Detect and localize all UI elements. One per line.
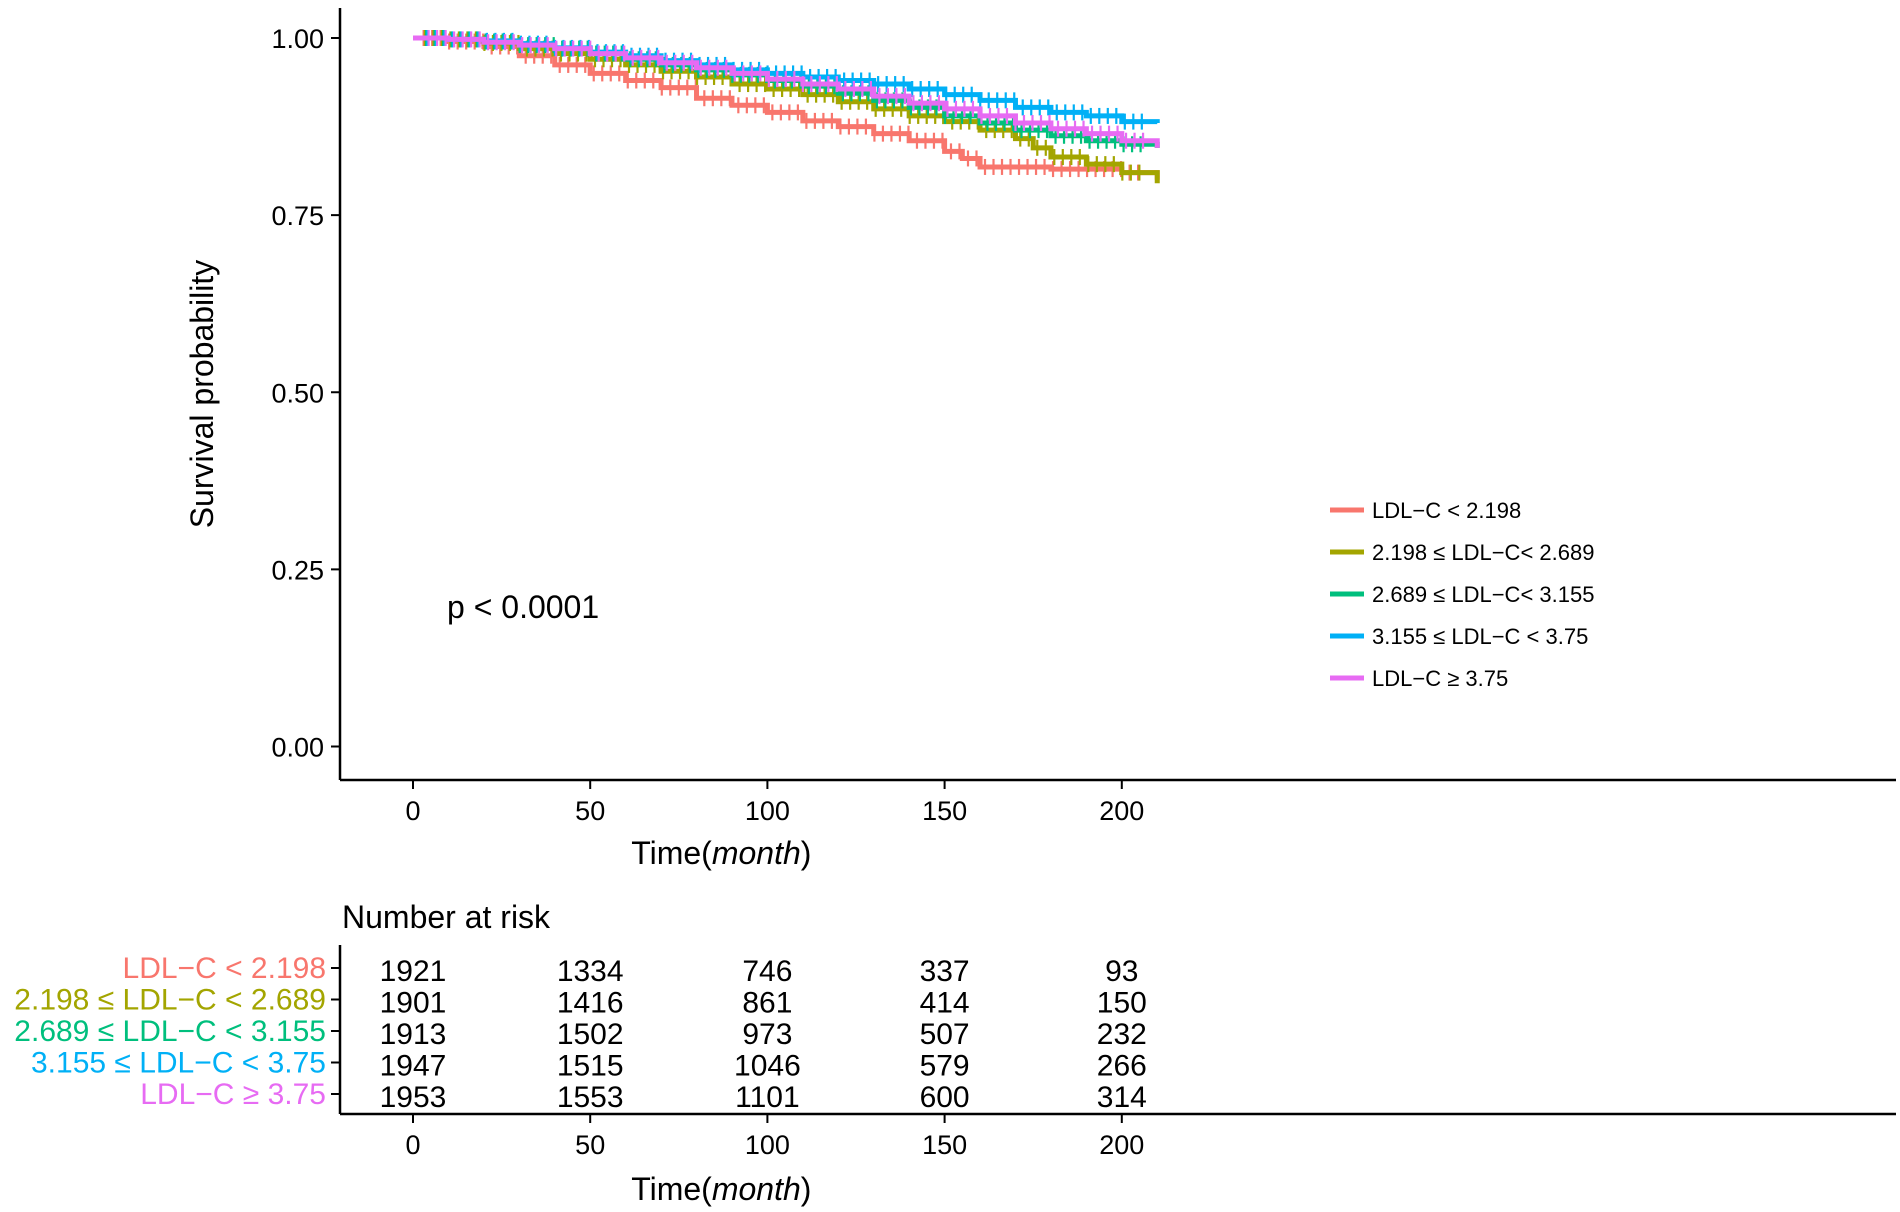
risk-count: 973 — [742, 1018, 792, 1051]
y-tick-label: 0.00 — [271, 733, 324, 763]
risk-x-tick-label: 0 — [405, 1130, 420, 1160]
legend-item-3-155-ldl-c-3-75: 3.155 ≤ LDL−C < 3.75 — [1330, 624, 1588, 649]
x-tick-label: 100 — [745, 796, 790, 826]
legend-item-ldl-c-2-198: LDL−C < 2.198 — [1330, 498, 1521, 523]
risk-row-label: 2.198 ≤ LDL−C < 2.689 — [14, 984, 326, 1017]
series-ldl-c-3-75 — [413, 30, 1160, 149]
risk-row-label: LDL−C ≥ 3.75 — [140, 1078, 326, 1111]
legend-label: LDL−C < 2.198 — [1372, 498, 1521, 523]
number-at-risk-table: Number at risk LDL−C < 2.198 1921 1334 746 33… — [14, 899, 1896, 1207]
survival-plot: 0.00 0.25 0.50 0.75 1.00 0 50 100 150 200 Survival… — [184, 8, 1896, 871]
legend-item-2-198-ldl-c-2-689: 2.198 ≤ LDL−C< 2.689 — [1330, 540, 1594, 565]
risk-count: 1953 — [380, 1081, 447, 1114]
x-tick-label: 0 — [405, 796, 420, 826]
y-tick-label: 0.25 — [271, 555, 324, 585]
risk-count: 507 — [920, 1018, 970, 1051]
risk-count: 150 — [1097, 987, 1147, 1020]
legend: LDL−C < 2.198 2.198 ≤ LDL−C< 2.689 2.689 ≤… — [1330, 498, 1594, 691]
censor-marks — [427, 30, 1145, 149]
risk-count: 1416 — [557, 987, 624, 1020]
risk-row-2-198-ldl-c-2-689: 2.198 ≤ LDL−C < 2.689 1901 1416 861 414 150 — [14, 984, 1147, 1020]
risk-row-label: 3.155 ≤ LDL−C < 3.75 — [31, 1047, 326, 1080]
risk-count: 93 — [1105, 955, 1138, 988]
legend-label: 2.689 ≤ LDL−C< 3.155 — [1372, 582, 1594, 607]
legend-label: 2.198 ≤ LDL−C< 2.689 — [1372, 540, 1594, 565]
risk-row-label: 2.689 ≤ LDL−C < 3.155 — [14, 1015, 326, 1048]
risk-count: 600 — [920, 1081, 970, 1114]
risk-x-tick-label: 100 — [745, 1130, 790, 1160]
risk-count: 414 — [920, 987, 970, 1020]
y-tick-label: 0.50 — [271, 378, 324, 408]
risk-count: 337 — [920, 955, 970, 988]
risk-count: 266 — [1097, 1050, 1147, 1083]
p-value-annotation: p < 0.0001 — [447, 589, 599, 625]
legend-label: 3.155 ≤ LDL−C < 3.75 — [1372, 624, 1588, 649]
risk-table-title: Number at risk — [342, 899, 551, 935]
risk-count: 746 — [742, 955, 792, 988]
risk-count: 1947 — [380, 1050, 447, 1083]
risk-x-axis-title: Time(month) — [631, 1171, 811, 1207]
risk-row-ldl-c-2-198: LDL−C < 2.198 1921 1334 746 337 93 — [123, 952, 1139, 988]
risk-x-tick-label: 200 — [1099, 1130, 1144, 1160]
y-tick-label: 0.75 — [271, 201, 324, 231]
risk-row-label: LDL−C < 2.198 — [123, 952, 326, 985]
legend-label: LDL−C ≥ 3.75 — [1372, 666, 1508, 691]
legend-item-2-689-ldl-c-3-155: 2.689 ≤ LDL−C< 3.155 — [1330, 582, 1594, 607]
x-axis-title: Time(month) — [631, 835, 811, 871]
risk-count: 1502 — [557, 1018, 624, 1051]
x-tick-label: 200 — [1099, 796, 1144, 826]
risk-row-3-155-ldl-c-3-75: 3.155 ≤ LDL−C < 3.75 1947 1515 1046 579 266 — [31, 1047, 1147, 1083]
risk-row-ldl-c-3-75: LDL−C ≥ 3.75 1953 1553 1101 600 314 — [140, 1078, 1147, 1114]
risk-count: 232 — [1097, 1018, 1147, 1051]
risk-x-tick-label: 150 — [922, 1130, 967, 1160]
risk-count: 1515 — [557, 1050, 624, 1083]
risk-row-2-689-ldl-c-3-155: 2.689 ≤ LDL−C < 3.155 1913 1502 973 507 232 — [14, 1015, 1147, 1051]
risk-count: 1913 — [380, 1018, 447, 1051]
risk-x-tick-label: 50 — [575, 1130, 605, 1160]
y-axis-title: Survival probability — [184, 260, 220, 529]
x-tick-label: 150 — [922, 796, 967, 826]
x-tick-label: 50 — [575, 796, 605, 826]
risk-count: 314 — [1097, 1081, 1147, 1114]
censor-marks — [422, 30, 1140, 181]
legend-item-ldl-c-3-75: LDL−C ≥ 3.75 — [1330, 666, 1508, 691]
risk-count: 1046 — [734, 1050, 801, 1083]
risk-count: 1334 — [557, 955, 624, 988]
risk-count: 1101 — [735, 1081, 800, 1114]
risk-count: 579 — [920, 1050, 970, 1083]
risk-count: 1921 — [380, 955, 447, 988]
risk-count: 1901 — [380, 987, 447, 1020]
y-tick-label: 1.00 — [271, 24, 324, 54]
censor-marks — [426, 30, 1143, 130]
risk-count: 1553 — [557, 1081, 624, 1114]
risk-count: 861 — [742, 987, 792, 1020]
